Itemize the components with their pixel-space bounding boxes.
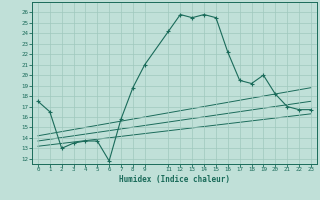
X-axis label: Humidex (Indice chaleur): Humidex (Indice chaleur)	[119, 175, 230, 184]
